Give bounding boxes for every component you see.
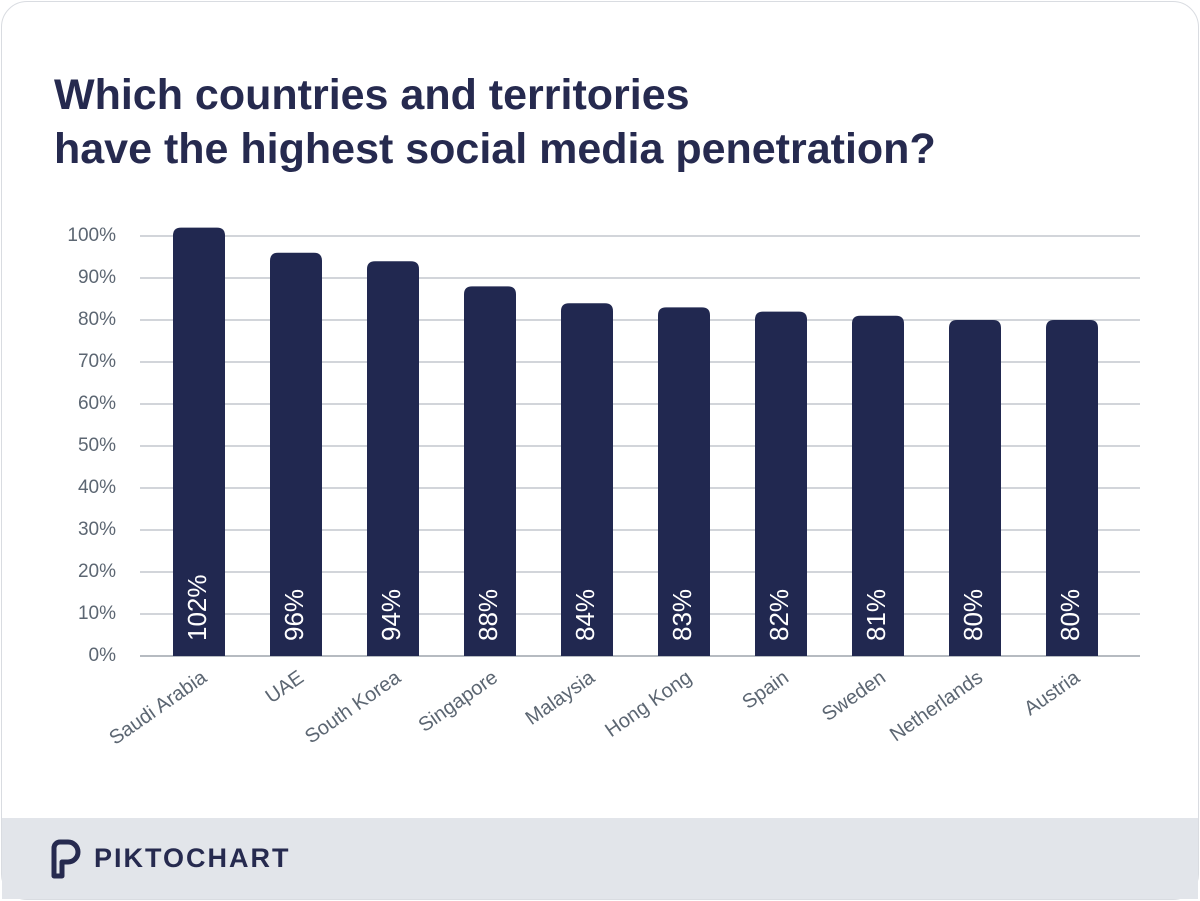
value-label: 102% [182, 575, 212, 642]
y-tick-label: 80% [78, 309, 116, 330]
x-tick-label: Saudi Arabia [105, 666, 211, 750]
value-label: 80% [958, 589, 988, 641]
bar [658, 307, 710, 656]
bar [367, 261, 419, 656]
x-tick-label: Singapore [415, 666, 502, 736]
bar [270, 252, 322, 657]
bar [949, 320, 1001, 656]
chart-title: Which countries and territories have the… [54, 71, 936, 173]
logo-icon [51, 839, 81, 879]
bar [755, 311, 807, 656]
y-tick-label: 20% [78, 561, 116, 582]
x-tick-label: Netherlands [886, 666, 987, 746]
x-tick-label: South Korea [301, 666, 405, 748]
y-tick-label: 0% [89, 645, 117, 666]
y-tick-label: 60% [78, 393, 116, 414]
value-label: 83% [667, 589, 697, 641]
x-tick-label: Spain [738, 666, 793, 713]
y-tick-label: 70% [78, 351, 116, 372]
x-tick-label: UAE [262, 666, 308, 708]
x-tick-label: Hong Kong [601, 666, 696, 741]
y-tick-label: 40% [78, 477, 116, 498]
y-tick-label: 30% [78, 519, 116, 540]
value-label: 81% [861, 589, 891, 641]
bar [173, 227, 225, 656]
y-tick-label: 90% [78, 267, 116, 288]
bar [852, 315, 904, 656]
footer-band [2, 818, 1198, 899]
bar [561, 303, 613, 656]
value-label: 88% [473, 589, 503, 641]
x-tick-label: Austria [1020, 666, 1084, 720]
value-label: 96% [279, 589, 309, 641]
y-tick-label: 50% [78, 435, 116, 456]
value-label: 94% [376, 589, 406, 641]
y-tick-label: 10% [78, 603, 116, 624]
brand-name: PIKTOCHART [94, 843, 291, 873]
x-tick-label: Malaysia [522, 666, 600, 730]
value-label: 84% [570, 589, 600, 641]
bar [1046, 320, 1098, 656]
bar [464, 286, 516, 656]
y-tick-label: 100% [67, 225, 116, 246]
value-label: 80% [1055, 589, 1085, 641]
value-label: 82% [764, 589, 794, 641]
x-tick-label: Sweden [818, 666, 890, 725]
